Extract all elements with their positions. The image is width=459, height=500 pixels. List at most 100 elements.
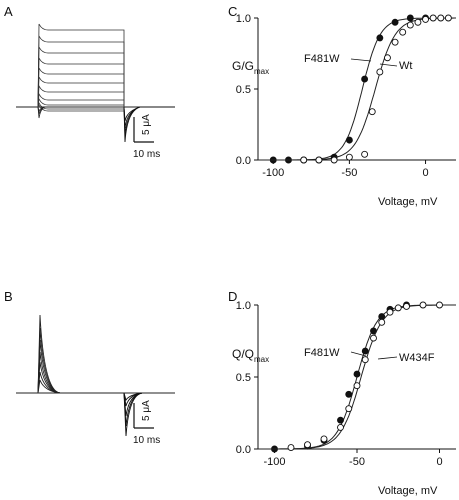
panel-a-trace xyxy=(37,97,125,108)
panel-c-y-tick-label: 1.0 xyxy=(236,13,251,25)
panel-b-charge-traces xyxy=(16,314,175,437)
panel-d-xlabel: Voltage, mV xyxy=(378,485,438,497)
panel-c-point-wt xyxy=(429,14,437,22)
panel-d-x-tick-label: 0 xyxy=(436,456,442,468)
panel-c-point-wt xyxy=(300,156,308,164)
panel-d-legend-f481w-pointer xyxy=(350,351,367,357)
panel-d-point-w434f xyxy=(370,334,377,342)
panel-d-point-w434f xyxy=(403,302,410,310)
panel-d-point-w434f xyxy=(287,444,295,452)
panel-a-trace xyxy=(37,101,125,110)
panel-c-point-f481w xyxy=(376,34,384,42)
panel-a-trace xyxy=(37,104,125,112)
panel-d-point-f481w xyxy=(337,416,344,424)
panel-c-ylabel-main: G/G xyxy=(232,59,254,73)
panel-c-ylabel: G/Gmax xyxy=(232,59,269,76)
panel-c-legend-f481w-pointer xyxy=(350,58,372,62)
panel-d-point-w434f xyxy=(337,423,344,431)
panel-d-point-w434f xyxy=(386,308,394,316)
panel-a-tail xyxy=(123,106,175,122)
panel-c-point-wt xyxy=(361,150,369,158)
panel-d-point-f481w xyxy=(345,390,353,398)
panel-c-point-f481w xyxy=(361,75,369,83)
panel-c-legend-f481w: F481W xyxy=(304,53,340,65)
panel-a-label: A xyxy=(4,4,13,19)
panel-c-point-wt xyxy=(376,68,384,76)
panel-c-ylabel-sub: max xyxy=(254,67,269,76)
panel-c: C 0.0 0.5 1.0 -100 -50 0 G/Gmax Voltage, mV F… xyxy=(228,4,456,208)
panel-a-trace xyxy=(37,35,125,108)
panel-c-point-wt xyxy=(414,18,422,26)
panel-d-point-w434f xyxy=(419,301,427,309)
panel-c-point-wt xyxy=(444,14,452,22)
panel-c-x-tick-label: -50 xyxy=(341,167,357,179)
panel-a-scale-bar: 5 μA 10 ms xyxy=(133,114,160,160)
panel-c-point-wt xyxy=(422,15,429,23)
panel-d-point-w434f xyxy=(378,318,386,326)
panel-d-y-tick-label: 0.5 xyxy=(236,372,251,384)
panel-b: B 5 μA 10 ms xyxy=(4,289,175,446)
panel-b-scale-time: 10 ms xyxy=(133,435,160,446)
panel-d-legend-w434f: W434F xyxy=(399,352,435,364)
panel-d-point-f481w xyxy=(361,347,369,355)
panel-c-point-wt xyxy=(399,28,407,36)
panel-c-fit-f481w xyxy=(258,17,456,161)
panel-c-point-f481w xyxy=(406,14,414,22)
panel-a-trace xyxy=(37,57,125,108)
panel-c-point-wt xyxy=(330,156,338,164)
panel-b-scale-bar: 5 μA 10 ms xyxy=(133,400,160,446)
panel-d-point-w434f xyxy=(320,435,328,443)
panel-d-point-w434f xyxy=(361,356,369,364)
panel-c-fit-wt xyxy=(258,17,456,161)
panel-a-trace xyxy=(37,46,125,108)
panel-d-ylabel: Q/Qmax xyxy=(232,347,269,364)
panel-a: A 5 μA 10 ms xyxy=(4,4,175,160)
panel-b-label: B xyxy=(4,289,13,304)
panel-c-xlabel: Voltage, mV xyxy=(378,196,438,208)
panel-a-trace xyxy=(37,23,125,108)
panel-c-x-tick-label: -100 xyxy=(262,167,284,179)
panel-d-point-f481w xyxy=(353,370,361,378)
panel-d-point-w434f xyxy=(436,301,443,309)
panel-d-legend-w434f-pointer xyxy=(377,356,398,360)
panel-c-legend-wt: Wt xyxy=(399,60,412,72)
panel-d-ylabel-main: Q/Q xyxy=(232,347,254,361)
panel-c-point-f481w xyxy=(391,18,399,26)
panel-d-point-w434f xyxy=(353,382,361,390)
panel-d-chart: 0.0 0.5 1.0 -100 -50 0 xyxy=(236,300,456,468)
panel-d-ylabel-sub: max xyxy=(254,355,269,364)
panel-c-point-wt xyxy=(406,21,414,29)
panel-d-x-tick-label: -50 xyxy=(349,456,365,468)
panel-d-legend-f481w: F481W xyxy=(304,347,340,359)
panel-a-trace xyxy=(37,67,125,108)
panel-c-point-wt xyxy=(345,153,353,161)
panel-c-chart: 0.0 0.5 1.0 -100 -50 0 xyxy=(236,13,456,179)
panel-b-scale-current: 5 μA xyxy=(141,400,152,421)
panel-a-scale-time: 10 ms xyxy=(133,149,160,160)
panel-c-y-tick-label: 0.5 xyxy=(236,84,251,96)
panel-d-y-tick-label: 1.0 xyxy=(236,300,251,312)
panel-c-point-wt xyxy=(368,108,376,116)
panel-c-label: C xyxy=(228,4,237,19)
panel-d-label: D xyxy=(228,289,237,304)
panel-c-legend-wt-pointer xyxy=(379,63,398,67)
panel-a-current-traces xyxy=(16,23,175,143)
panel-c-point-wt xyxy=(315,156,323,164)
panel-c-point-wt xyxy=(384,54,391,62)
panel-a-spike xyxy=(37,106,47,113)
panel-d-point-w434f xyxy=(394,304,402,312)
panel-a-scale-current: 5 μA xyxy=(141,114,152,135)
panel-a-trace xyxy=(37,76,125,108)
panel-c-point-f481w xyxy=(345,136,353,144)
panel-d-y-tick-label: 0.0 xyxy=(236,444,251,456)
panel-c-x-tick-label: 0 xyxy=(422,167,428,179)
panel-c-y-tick-label: 0.0 xyxy=(236,155,251,167)
panel-a-trace xyxy=(37,92,125,108)
panel-d-point-w434f xyxy=(345,405,353,413)
panel-d: D 0.0 0.5 1.0 -100 -50 0 Q/Qmax Voltage, mV F… xyxy=(228,289,456,497)
panel-c-point-wt xyxy=(391,38,399,46)
panel-c-point-wt xyxy=(437,14,445,22)
panel-d-x-tick-label: -100 xyxy=(263,456,285,468)
panel-a-trace xyxy=(37,84,125,108)
